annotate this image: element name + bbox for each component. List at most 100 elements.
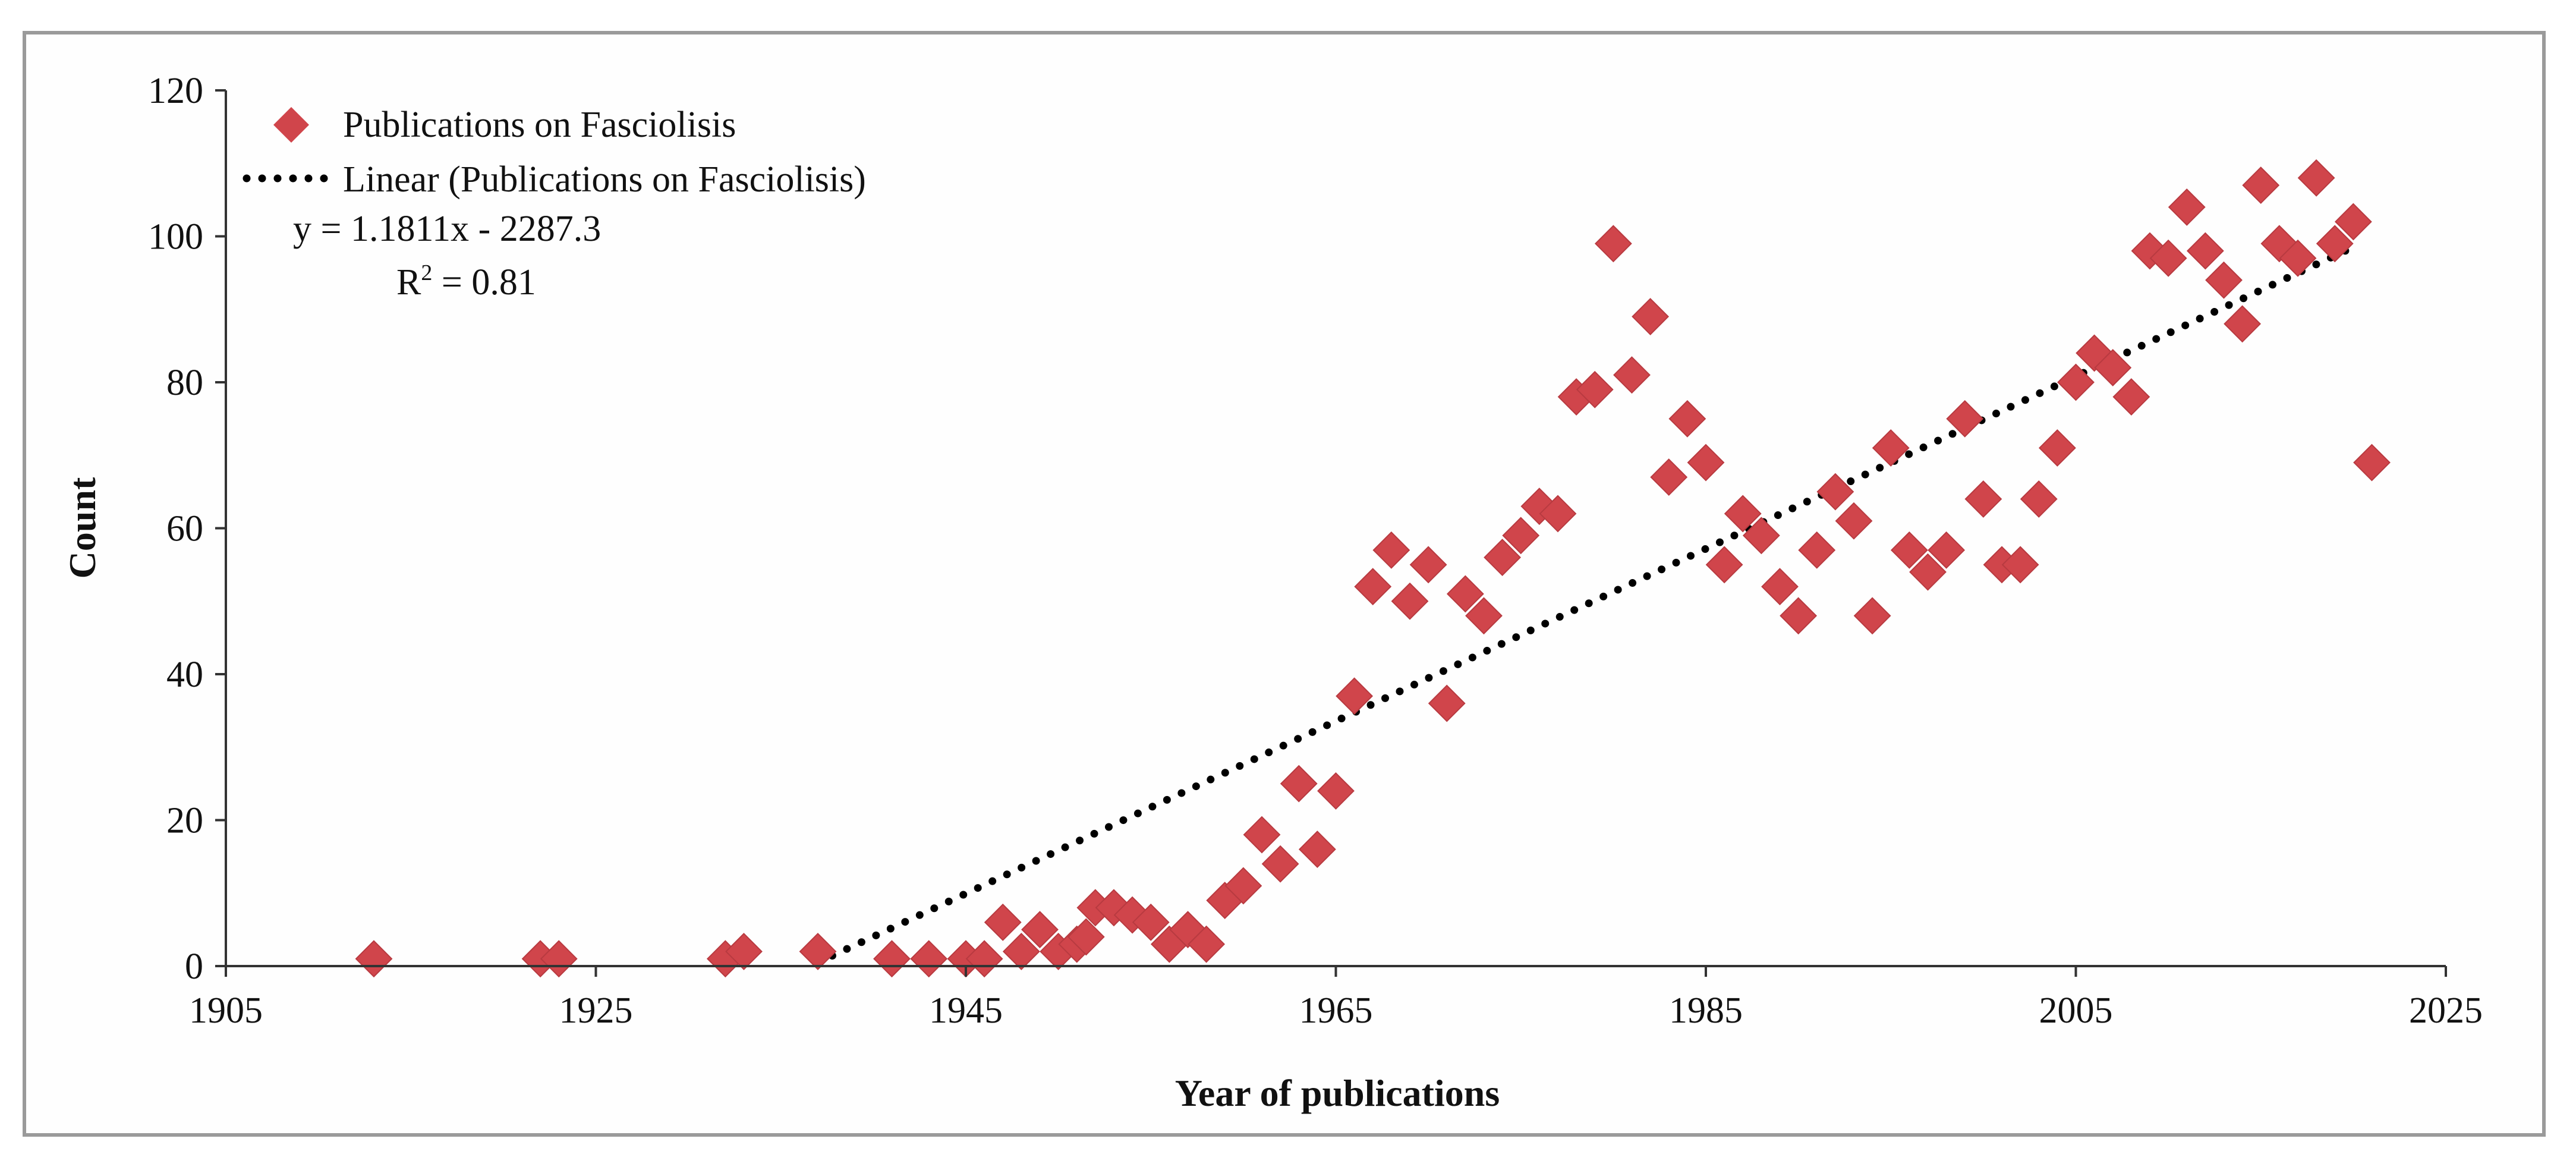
data-point (725, 933, 763, 970)
data-point (1446, 575, 1484, 613)
data-point (2316, 225, 2354, 263)
y-tick-label: 40 (166, 655, 203, 695)
y-tick-label: 80 (166, 363, 203, 403)
data-point (1853, 597, 1891, 635)
data-point (2224, 305, 2262, 343)
data-point (1668, 400, 1706, 438)
y-ticks: 0 20 40 60 80 100 120 (148, 71, 226, 987)
data-point (1687, 444, 1725, 482)
data-point (1928, 531, 1966, 569)
data-point (2260, 225, 2298, 263)
data-point (1067, 918, 1105, 956)
data-point (1724, 495, 1762, 533)
regression-equation: y = 1.1811x - 2287.3 R2 = 0.81 (293, 209, 601, 303)
data-point (799, 933, 837, 970)
x-tick-label: 2005 (2039, 990, 2113, 1031)
data-point (1280, 765, 1318, 803)
data-point (2242, 166, 2280, 204)
data-point (1632, 298, 1670, 335)
data-point (1188, 925, 1226, 963)
data-point (1465, 597, 1503, 635)
x-tick-label: 1945 (929, 990, 1003, 1031)
data-point (1539, 495, 1577, 533)
data-point (1484, 539, 1522, 577)
y-tick-label: 0 (185, 946, 203, 987)
data-point (2038, 429, 2076, 467)
data-point (1761, 568, 1799, 606)
data-point (873, 940, 911, 978)
linear-trendline (814, 243, 2357, 967)
data-point (965, 940, 1003, 978)
y-tick-label: 60 (166, 509, 203, 549)
equation-text: y = 1.1811x - 2287.3 (293, 209, 601, 249)
data-point (1502, 517, 1540, 555)
data-point (2297, 159, 2335, 197)
data-point (1946, 400, 1984, 438)
y-tick-label: 120 (148, 71, 203, 111)
data-point (1742, 517, 1780, 555)
x-tick-label: 1965 (1299, 990, 1373, 1031)
data-point (355, 940, 393, 978)
data-point (540, 940, 578, 978)
data-point (1890, 531, 1928, 569)
data-point (2186, 232, 2224, 270)
data-point (1243, 816, 1281, 854)
data-point (1132, 903, 1170, 941)
data-point (1354, 568, 1392, 606)
data-point (1576, 370, 1614, 408)
data-point (1909, 553, 1947, 591)
data-point (1391, 582, 1429, 620)
data-point (1372, 531, 1410, 569)
data-point (1169, 911, 1207, 949)
data-point (2149, 239, 2187, 277)
data-point (1317, 772, 1355, 810)
x-tick-label: 1985 (1669, 990, 1743, 1031)
data-point (1798, 531, 1836, 569)
x-axis-title: Year of publications (1175, 1072, 1500, 1114)
y-tick-label: 100 (148, 217, 203, 257)
data-point (1428, 684, 1466, 722)
data-point (1594, 225, 1632, 263)
data-point (1002, 933, 1040, 970)
r-squared-text: R2 = 0.81 (396, 260, 536, 303)
x-ticks: 1905 1925 1945 1965 1985 2005 2025 (189, 966, 2483, 1031)
data-point (1835, 502, 1873, 540)
data-point (1409, 546, 1447, 584)
legend-trend-label: Linear (Publications on Fasciolisis) (343, 159, 866, 200)
data-point (2094, 349, 2132, 386)
data-point (2334, 203, 2372, 241)
y-axis-title: Count (61, 477, 103, 578)
data-point (2020, 480, 2058, 518)
x-tick-label: 1905 (189, 990, 263, 1031)
data-point (1816, 473, 1854, 511)
data-point (1650, 458, 1688, 496)
data-points-layer (355, 159, 2391, 978)
data-point (1021, 911, 1059, 949)
data-point (1613, 356, 1651, 394)
data-point (2353, 444, 2391, 482)
data-point (2205, 261, 2243, 299)
data-point (2001, 546, 2039, 584)
data-point (1520, 488, 1558, 526)
chart-frame (23, 31, 2546, 1137)
data-point (910, 940, 948, 978)
data-point (1336, 677, 1374, 715)
trendline-layer (814, 243, 2357, 967)
data-point (2076, 334, 2114, 372)
data-point (2168, 188, 2206, 226)
data-point (1261, 845, 1299, 883)
data-point (2112, 378, 2150, 416)
x-tick-label: 2025 (2409, 990, 2483, 1031)
data-point (984, 903, 1022, 941)
legend-diamond-marker-icon (273, 107, 309, 143)
data-point (1780, 597, 1818, 635)
legend-series-label: Publications on Fasciolisis (343, 105, 736, 145)
data-point (1224, 867, 1262, 905)
data-point (1872, 429, 1910, 467)
data-point (1298, 831, 1336, 869)
y-tick-label: 20 (166, 801, 203, 841)
legend: Publications on Fasciolisis Linear (Publ… (243, 105, 866, 200)
data-point (2057, 363, 2095, 401)
data-point (2279, 239, 2317, 277)
